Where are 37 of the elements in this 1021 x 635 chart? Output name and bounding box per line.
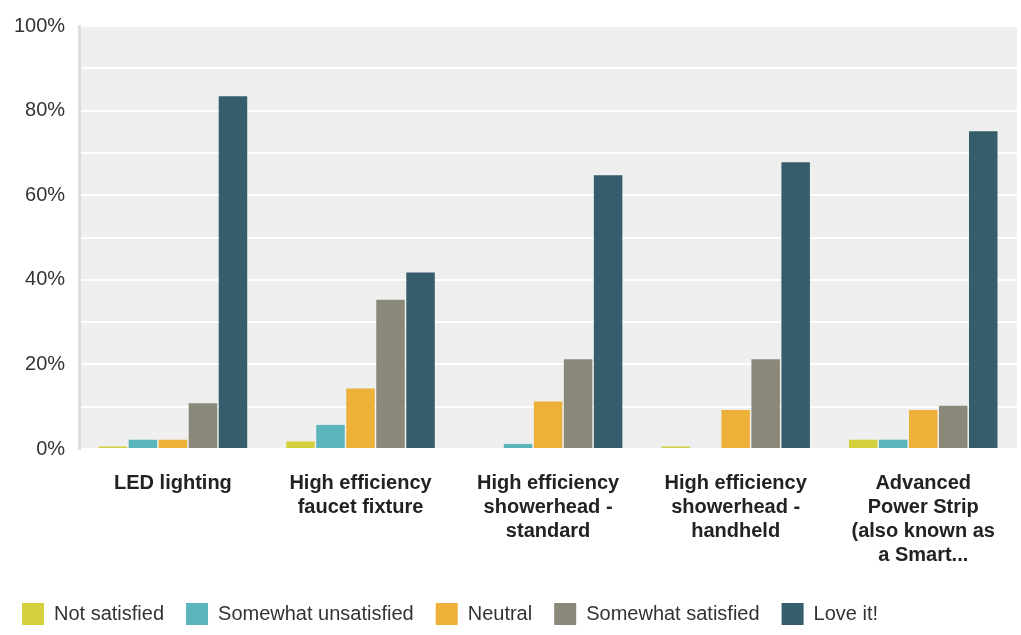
- bar: [593, 175, 623, 448]
- y-tick-label: 100%: [14, 13, 66, 36]
- y-tick-label: 40%: [25, 267, 66, 290]
- legend-label: Somewhat unsatisfied: [218, 601, 414, 624]
- bar: [286, 441, 315, 448]
- bar: [406, 272, 435, 448]
- bar: [938, 405, 968, 448]
- bar: [751, 359, 780, 448]
- bar: [316, 424, 345, 448]
- bar: [563, 359, 593, 448]
- x-tick-label: High efficiency faucet fixture: [289, 470, 433, 517]
- y-tick-label: 80%: [25, 98, 66, 121]
- bar: [721, 410, 750, 448]
- bar: [128, 439, 158, 448]
- bar: [781, 162, 810, 448]
- bar: [908, 410, 938, 448]
- bar: [878, 439, 908, 448]
- bar: [218, 96, 248, 448]
- legend-label: Love it!: [813, 601, 879, 624]
- x-tick-label: LED lighting: [114, 470, 232, 493]
- bar: [376, 299, 405, 448]
- y-tick-label: 20%: [25, 351, 66, 374]
- y-tick-label: 0%: [36, 436, 66, 459]
- bar: [158, 439, 188, 448]
- y-tick-label: 60%: [25, 182, 66, 205]
- bar: [848, 439, 878, 448]
- x-tick-label: High efficiency showerhead - standard: [476, 470, 621, 541]
- legend-label: Somewhat satisfied: [586, 601, 760, 624]
- bar: [188, 403, 218, 448]
- legend-label: Neutral: [467, 601, 533, 624]
- bar: [968, 131, 998, 448]
- bar: [503, 443, 533, 448]
- x-tick-label: Advanced Power Strip (also known as a Smart...: [851, 470, 995, 565]
- x-tick-label: High efficiency showerhead - handheld: [664, 470, 808, 541]
- bar: [533, 401, 563, 448]
- bar: [346, 388, 375, 448]
- legend-label: Not satisfied: [54, 601, 165, 624]
